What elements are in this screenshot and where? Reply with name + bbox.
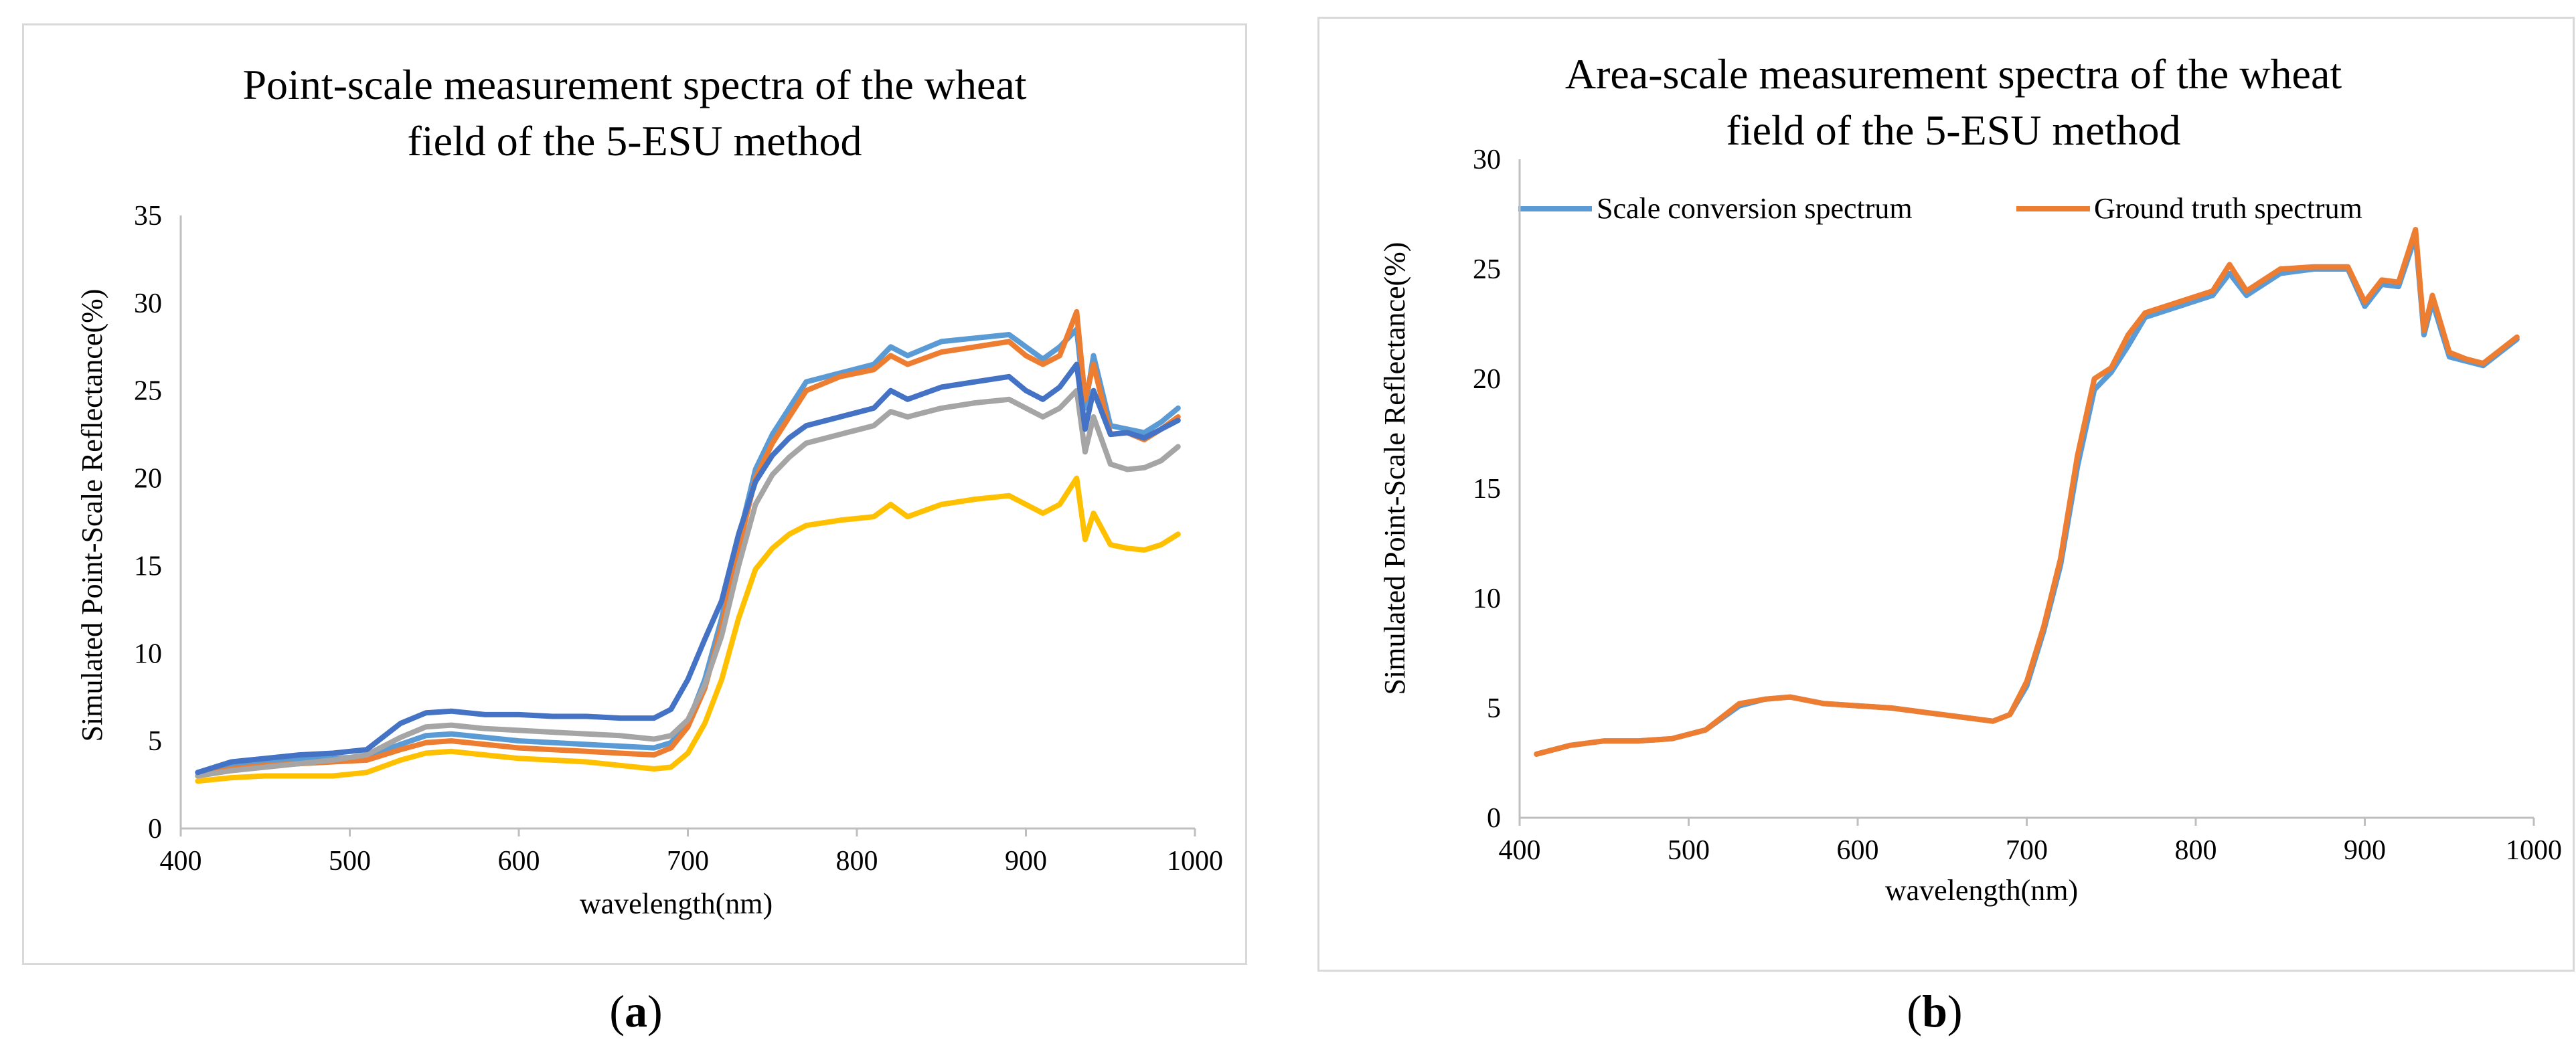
chart-b-plot: 400 500 600 700 800 900 1000 0 5 10 15 20 25 30 <box>1473 145 2562 866</box>
chart-b-x-tick-label: 800 <box>2175 835 2217 866</box>
chart-b-xlabel: wavelength(nm) <box>1885 874 2078 907</box>
chart-b-y-tick-label: 10 <box>1473 584 1501 614</box>
chart-a-title-line2: field of the 5-ESU method <box>408 117 862 165</box>
chart-a-y-tick-label: 5 <box>148 726 162 757</box>
chart-b-y-tick-label: 15 <box>1473 474 1501 505</box>
chart-a-xlabel: wavelength(nm) <box>580 887 773 920</box>
legend-label-ground-truth: Ground truth spectrum <box>2094 192 2362 225</box>
chart-b-y-tick-label: 20 <box>1473 364 1501 395</box>
chart-a-series-1-line <box>195 308 1181 779</box>
chart-a-series-3-line <box>195 475 1181 784</box>
chart-a-y-tick-label: 25 <box>134 376 162 407</box>
chart-a-title-line1: Point-scale measurement spectra of the w… <box>242 61 1026 108</box>
chart-a-y-tick-label: 20 <box>134 464 162 495</box>
chart-a-y-tick-label: 10 <box>134 638 162 669</box>
chart-a-y-tick-label: 0 <box>148 814 162 845</box>
chart-panel-b <box>1317 17 2575 972</box>
legend-label-scale-conversion: Scale conversion spectrum <box>1597 192 1913 225</box>
chart-a-y-tick-label: 35 <box>134 201 162 232</box>
chart-b-x-tick-label: 500 <box>1668 835 1710 866</box>
chart-a-x-tick-label: 400 <box>160 846 202 877</box>
caption-a-letter: a <box>625 986 647 1037</box>
chart-a-x-tick-label: 1000 <box>1167 846 1223 877</box>
caption-b-letter: b <box>1922 986 1947 1037</box>
caption-b: (b) <box>1907 986 1963 1037</box>
chart-b-x-tick-label: 600 <box>1837 835 1879 866</box>
chart-b-x-tick-label: 400 <box>1499 835 1541 866</box>
chart-a-x-tick-label: 500 <box>329 846 371 877</box>
chart-b-y-tick-label: 5 <box>1487 693 1501 724</box>
chart-a-x-tick-label: 600 <box>498 846 540 877</box>
chart-a-y-tick-label: 30 <box>134 288 162 319</box>
chart-b-y-tick-label: 30 <box>1473 145 1501 175</box>
chart-b-title-line1: Area-scale measurement spectra of the wh… <box>1565 50 2342 98</box>
chart-a-plot: 400 500 600 700 800 900 1000 0 5 10 15 20 25 30 35 <box>134 201 1223 877</box>
chart-a-x-tick-label: 700 <box>667 846 709 877</box>
chart-b-y-tick-label: 25 <box>1473 254 1501 285</box>
chart-a-y-tick-label: 15 <box>134 551 162 582</box>
chart-a-series-4-line <box>195 361 1181 776</box>
chart-a-x-tick-label: 800 <box>836 846 878 877</box>
chart-b-x-tick-label: 900 <box>2344 835 2386 866</box>
chart-panel-a <box>22 23 1247 965</box>
chart-b-series-1-line <box>1534 227 2520 757</box>
chart-b-x-tick-label: 700 <box>2006 835 2048 866</box>
chart-b-title-line2: field of the 5-ESU method <box>1726 106 2181 154</box>
chart-b-ylabel: Simulated Point-Scale Reflectance(%) <box>1378 242 1411 695</box>
chart-b-y-tick-label: 0 <box>1487 803 1501 834</box>
chart-a-series-2-line <box>195 387 1181 779</box>
chart-b-x-tick-label: 1000 <box>2506 835 2562 866</box>
chart-a-x-tick-label: 900 <box>1005 846 1047 877</box>
chart-a-ylabel: Simulated Point-Scale Reflectance(%) <box>76 289 108 742</box>
caption-a: (a) <box>609 986 663 1037</box>
